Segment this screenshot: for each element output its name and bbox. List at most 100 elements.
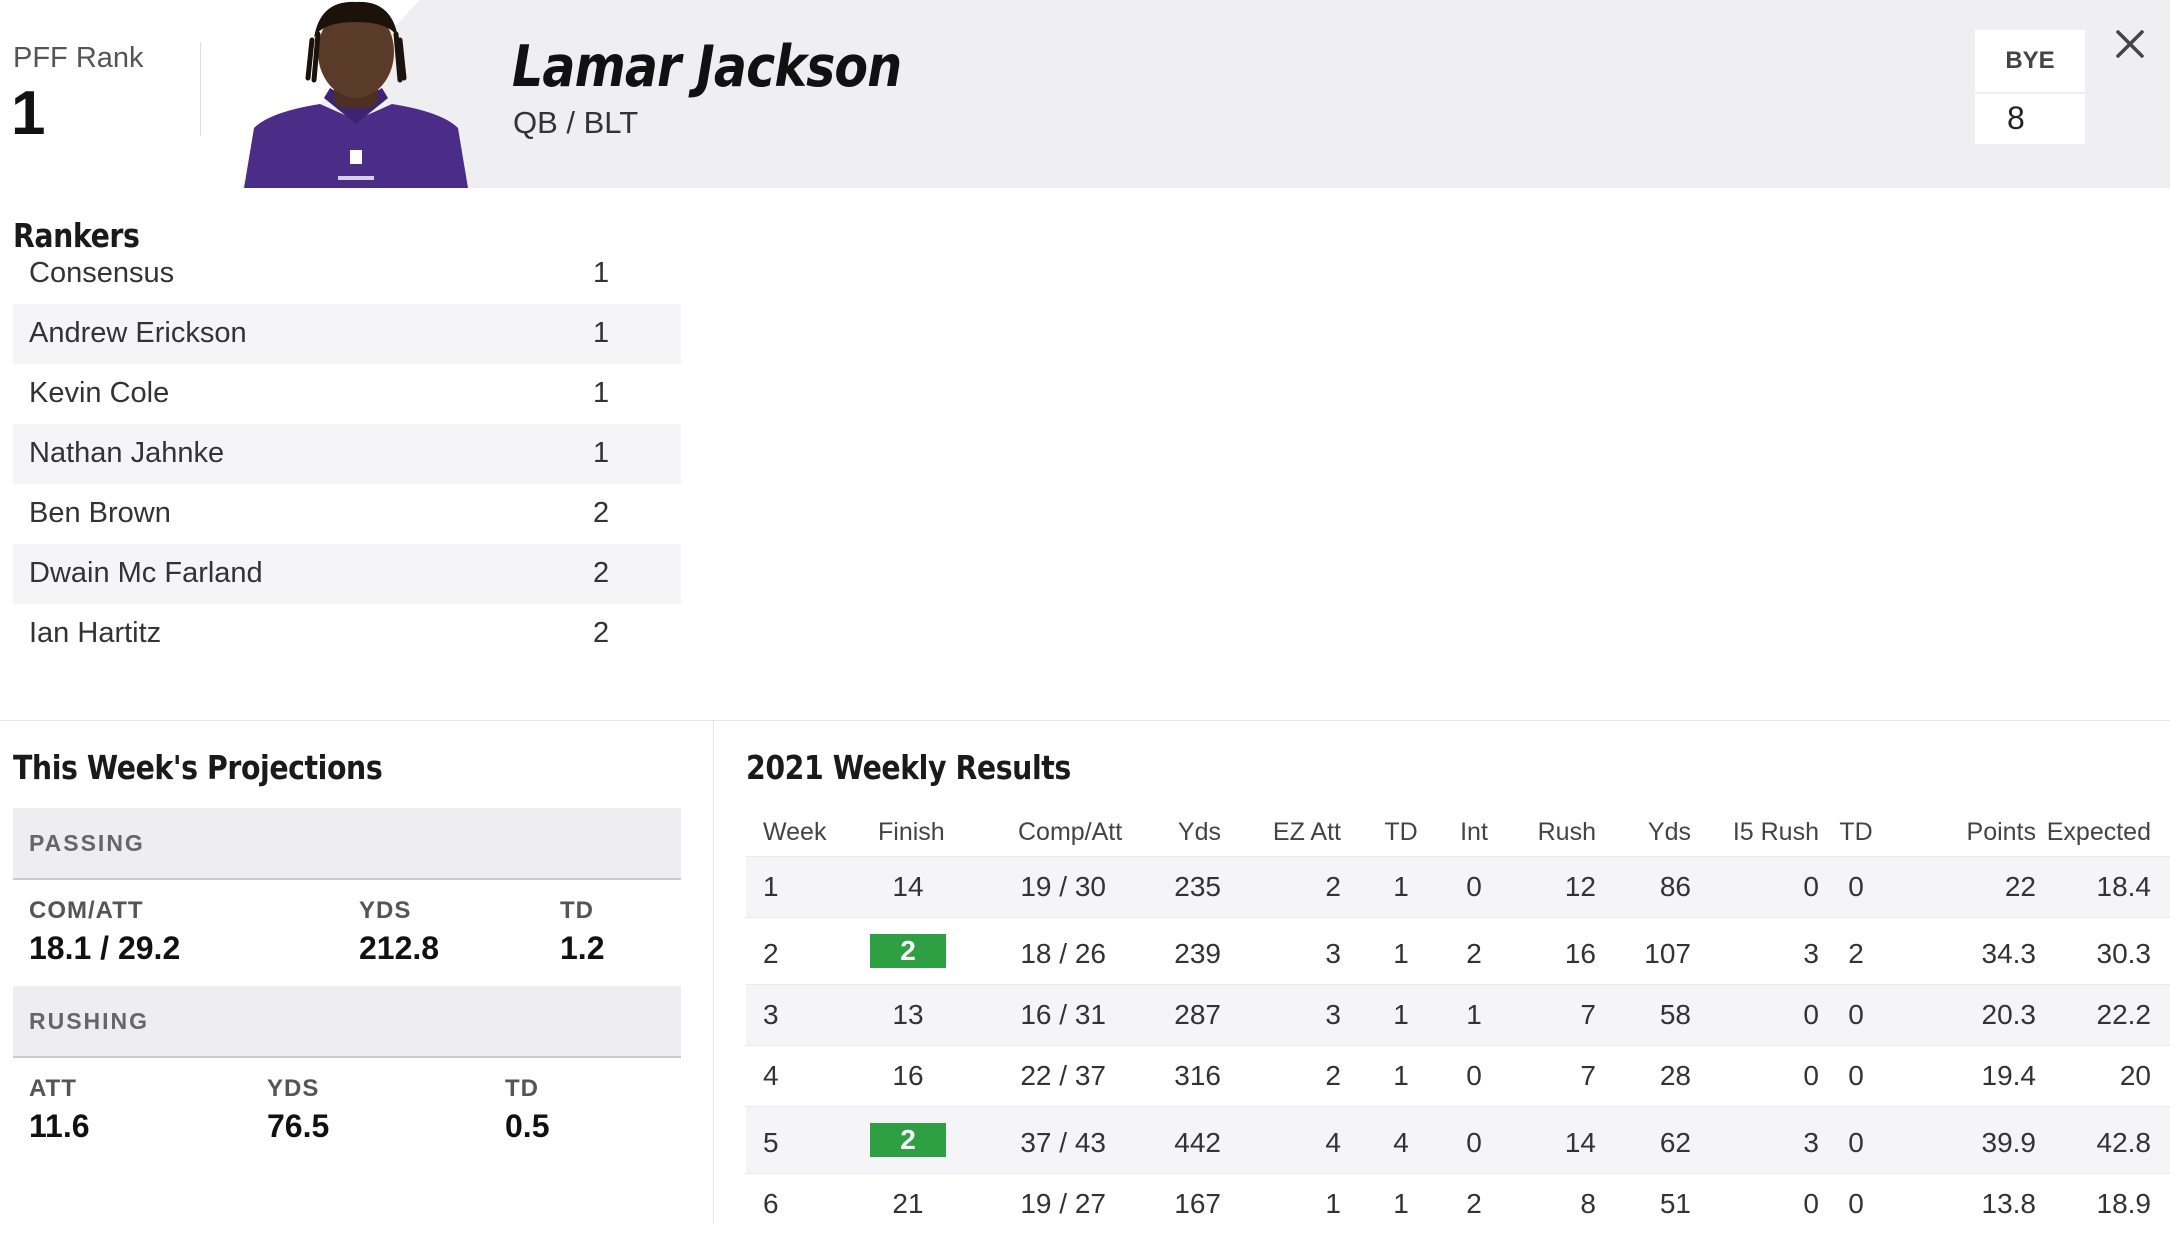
cell-td: 1 — [1393, 1060, 1409, 1091]
cell-i5-rush: 3 — [1803, 938, 1819, 969]
passing-stat-label: YDS — [359, 897, 412, 924]
col-header-rush-yds: Yds — [1647, 818, 1691, 846]
col-header-i5-rush: I5 Rush — [1732, 818, 1819, 846]
cell-i5-rush: 0 — [1803, 1060, 1819, 1091]
rushing-stat-label: ATT — [29, 1075, 77, 1102]
cell-week: 6 — [763, 1188, 779, 1219]
results-title: 2021 Weekly Results — [746, 748, 1071, 787]
cell-points: 20.3 — [1981, 999, 2037, 1030]
passing-stat-value: 212.8 — [359, 930, 440, 966]
ranker-name: Kevin Cole — [29, 377, 170, 409]
results-header-row: Week Finish Comp/Att Yds EZ Att TD Int R… — [746, 808, 2170, 856]
cell-comp-att: 22 / 37 — [1020, 1060, 1106, 1091]
col-header-comp-att: Comp/Att — [1018, 818, 1123, 846]
cell-week: 2 — [763, 938, 779, 969]
cell-comp-att: 19 / 30 — [1020, 871, 1106, 902]
cell-rush: 12 — [1564, 871, 1596, 902]
cell-int: 0 — [1466, 1127, 1482, 1158]
projections-title: This Week's Projections — [13, 748, 383, 787]
rushing-stat-value: 11.6 — [29, 1108, 90, 1144]
cell-expected: 18.9 — [2096, 1188, 2152, 1219]
cell-td: 1 — [1393, 938, 1409, 969]
passing-stat-label: COM/ATT — [29, 897, 144, 924]
cell-yds: 287 — [1174, 999, 1221, 1030]
ranker-name: Ben Brown — [29, 497, 171, 529]
rushing-stat-value: 0.5 — [505, 1108, 550, 1144]
cell-finish: 21 — [892, 1188, 924, 1219]
cell-comp-att: 37 / 43 — [1020, 1127, 1106, 1158]
ranker-rank: 1 — [593, 317, 610, 349]
cell-ez-att: 2 — [1325, 871, 1341, 902]
table-row: 1 14 19 / 30 235 2 1 0 12 86 0 0 22 18.4 — [746, 856, 2170, 917]
rank-divider — [200, 42, 201, 136]
cell-td: 1 — [1393, 1188, 1409, 1219]
cell-finish: 16 — [892, 1060, 924, 1091]
cell-points: 34.3 — [1981, 938, 2037, 969]
cell-ez-att: 4 — [1325, 1127, 1341, 1158]
cell-int: 0 — [1466, 871, 1482, 902]
cell-rush: 14 — [1564, 1127, 1596, 1158]
table-row: 5 2 37 / 43 442 4 4 0 14 62 3 0 39.9 42.8 — [746, 1106, 2170, 1173]
column-divider — [713, 720, 714, 1223]
ranker-name: Andrew Erickson — [29, 317, 247, 349]
close-icon[interactable] — [2110, 24, 2150, 64]
cell-rush-yds: 28 — [1659, 1060, 1691, 1091]
cell-comp-att: 16 / 31 — [1020, 999, 1106, 1030]
cell-finish: 13 — [892, 999, 924, 1030]
cell-td: 4 — [1393, 1127, 1409, 1158]
cell-rush: 7 — [1580, 999, 1596, 1030]
rushing-header: RUSHING — [13, 986, 681, 1058]
ranker-row: Kevin Cole 1 — [13, 364, 681, 424]
cell-yds: 316 — [1174, 1060, 1221, 1091]
bye-week-box: BYE 8 — [1975, 30, 2085, 144]
ranker-row: Ian Hartitz 2 — [13, 604, 681, 664]
table-row: 6 21 19 / 27 167 1 1 2 8 51 0 0 13.8 18.9 — [746, 1173, 2170, 1234]
rushing-stat-label: YDS — [267, 1075, 320, 1102]
weekly-results-table: Week Finish Comp/Att Yds EZ Att TD Int R… — [746, 808, 2170, 1234]
cell-rush-yds: 62 — [1659, 1127, 1691, 1158]
col-header-week: Week — [763, 818, 827, 846]
cell-points: 13.8 — [1981, 1188, 2037, 1219]
table-row: 2 2 18 / 26 239 3 1 2 16 107 3 2 34.3 30.3 — [746, 917, 2170, 984]
cell-expected: 20 — [2119, 1060, 2151, 1091]
cell-week: 4 — [763, 1060, 779, 1091]
section-divider — [0, 720, 2170, 721]
cell-comp-att: 18 / 26 — [1020, 938, 1106, 969]
table-row: 3 13 16 / 31 287 3 1 1 7 58 0 0 20.3 22.2 — [746, 984, 2170, 1045]
ranker-name: Nathan Jahnke — [29, 437, 225, 469]
ranker-rank: 2 — [593, 557, 610, 589]
cell-rush-td: 0 — [1848, 999, 1864, 1030]
cell-rush-yds: 51 — [1659, 1188, 1691, 1219]
cell-td: 1 — [1393, 871, 1409, 902]
ranker-name: Consensus — [29, 257, 175, 289]
ranker-row: Dwain Mc Farland 2 — [13, 544, 681, 604]
cell-rush: 8 — [1580, 1188, 1596, 1219]
pff-rank-label: PFF Rank — [13, 42, 144, 74]
pff-rank-value: 1 — [11, 79, 46, 148]
cell-td: 1 — [1393, 999, 1409, 1030]
cell-rush-yds: 58 — [1659, 999, 1691, 1030]
cell-expected: 22.2 — [2096, 999, 2152, 1030]
rushing-label: RUSHING — [29, 1008, 150, 1034]
ranker-rank: 1 — [593, 437, 610, 469]
table-row: 4 16 22 / 37 316 2 1 0 7 28 0 0 19.4 20 — [746, 1045, 2170, 1106]
passing-header: PASSING — [13, 808, 681, 880]
cell-rush-td: 0 — [1848, 1060, 1864, 1091]
cell-yds: 442 — [1174, 1127, 1221, 1158]
cell-i5-rush: 0 — [1803, 871, 1819, 902]
ranker-rank: 1 — [593, 377, 610, 409]
cell-i5-rush: 0 — [1803, 1188, 1819, 1219]
ranker-rank: 2 — [593, 497, 610, 529]
cell-i5-rush: 0 — [1803, 999, 1819, 1030]
ranker-rank: 1 — [593, 257, 610, 289]
cell-rush-yds: 107 — [1644, 938, 1691, 969]
cell-ez-att: 3 — [1325, 999, 1341, 1030]
player-header: PFF Rank 1 Lamar Jackson QB / BLT BYE 8 — [0, 0, 2170, 188]
cell-points: 19.4 — [1981, 1060, 2037, 1091]
cell-int: 1 — [1466, 999, 1482, 1030]
cell-week: 1 — [763, 871, 779, 902]
cell-points: 22 — [2004, 871, 2036, 902]
ranker-row: Consensus 1 — [13, 244, 681, 304]
col-header-expected: Expected — [2046, 818, 2151, 846]
cell-rush: 7 — [1580, 1060, 1596, 1091]
